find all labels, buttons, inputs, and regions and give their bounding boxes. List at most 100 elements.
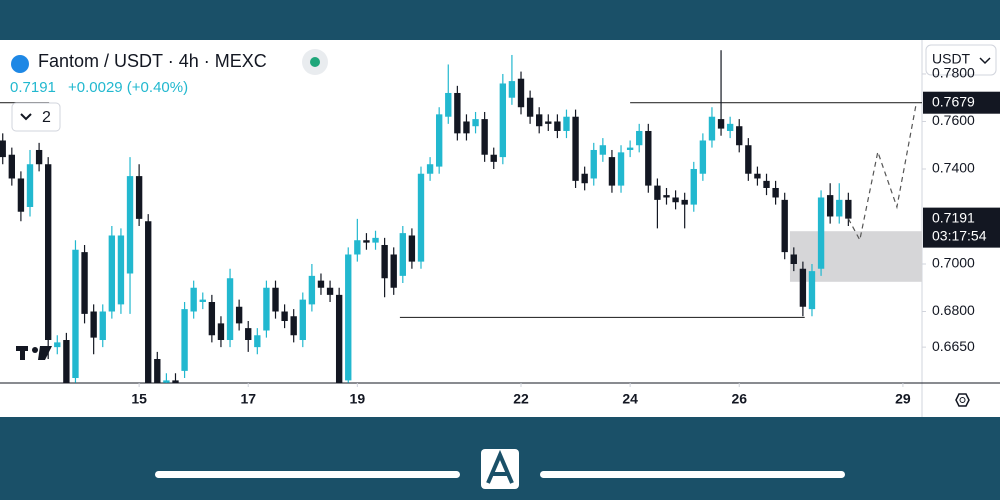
candle-body bbox=[399, 233, 406, 276]
candle-body bbox=[154, 359, 161, 383]
candle-body bbox=[190, 287, 197, 312]
candle-body bbox=[199, 299, 206, 303]
candle-body bbox=[0, 140, 6, 158]
candle-body bbox=[563, 116, 570, 131]
currency-select[interactable] bbox=[925, 44, 997, 76]
candle-body bbox=[317, 280, 325, 288]
candle-body bbox=[308, 275, 316, 305]
candle-body bbox=[390, 254, 397, 288]
candle-body bbox=[281, 311, 288, 322]
candle-body bbox=[208, 302, 216, 336]
candle-body bbox=[572, 116, 579, 181]
watermark bbox=[16, 346, 52, 360]
candle-body bbox=[263, 287, 270, 331]
candle-body bbox=[372, 237, 379, 243]
x-tick-label: 15 bbox=[131, 391, 147, 407]
candle-body bbox=[408, 235, 416, 262]
candle-body bbox=[845, 199, 852, 219]
candle-body bbox=[526, 97, 534, 117]
candle-body bbox=[417, 173, 425, 262]
candle-body bbox=[772, 187, 779, 198]
candle-body bbox=[54, 342, 61, 348]
countdown: 03:17:54 bbox=[932, 227, 987, 243]
y-tick-label: 0.7600 bbox=[932, 112, 975, 128]
candle-body bbox=[26, 164, 34, 207]
plot-area bbox=[0, 50, 922, 383]
y-tick-label: 0.6800 bbox=[932, 302, 975, 318]
candle-body bbox=[454, 92, 461, 134]
candle-body bbox=[235, 306, 243, 324]
candle-body bbox=[17, 178, 25, 212]
x-tick-label: 22 bbox=[513, 391, 529, 407]
candle-body bbox=[636, 130, 643, 146]
x-tick-label: 29 bbox=[895, 391, 911, 407]
price-label-text: 0.7679 bbox=[932, 93, 975, 109]
price-change: +0.0029 (+0.40%) bbox=[68, 79, 188, 96]
candle-body bbox=[808, 271, 816, 310]
x-tick-label: 19 bbox=[350, 391, 366, 407]
candle-body bbox=[590, 149, 597, 179]
candle-body bbox=[345, 254, 352, 381]
candle-body bbox=[817, 197, 825, 269]
price-label-text: 0.7191 bbox=[932, 209, 975, 225]
candle-body bbox=[608, 157, 616, 186]
candle-body bbox=[463, 121, 470, 134]
candle-body bbox=[645, 130, 652, 186]
candle-body bbox=[663, 195, 670, 198]
candle-body bbox=[726, 123, 734, 131]
candle-body bbox=[108, 235, 116, 312]
candle-body bbox=[117, 235, 125, 305]
symbol-icon bbox=[11, 55, 29, 73]
candle-body bbox=[554, 121, 561, 131]
logo-mark bbox=[486, 449, 514, 484]
candle-body bbox=[545, 121, 552, 124]
candle-body bbox=[126, 176, 134, 274]
candle-body bbox=[681, 199, 688, 205]
candle-body bbox=[626, 147, 634, 150]
price-label bbox=[923, 91, 1000, 114]
x-tick-label: 26 bbox=[731, 391, 747, 407]
candle-body bbox=[717, 119, 725, 129]
candle-body bbox=[745, 145, 752, 174]
candle-body bbox=[617, 152, 625, 186]
candle-body bbox=[35, 149, 43, 165]
candle-body bbox=[326, 287, 334, 295]
candle-body bbox=[72, 249, 79, 379]
candle-body bbox=[581, 173, 588, 184]
bar-left bbox=[155, 471, 460, 478]
symbol-title: Fantom / USDT · 4h · MEXC bbox=[38, 51, 267, 71]
projection bbox=[847, 104, 917, 242]
candle-body bbox=[736, 126, 743, 146]
candle-body bbox=[481, 119, 488, 155]
candle-body bbox=[163, 380, 170, 383]
y-tick-label: 0.7400 bbox=[932, 160, 975, 176]
candle-body bbox=[826, 195, 834, 217]
candle-body bbox=[226, 278, 234, 341]
bar-right bbox=[540, 471, 845, 478]
candle-body bbox=[690, 168, 697, 205]
candle-body bbox=[245, 328, 252, 341]
candle-body bbox=[99, 311, 106, 341]
candle-body bbox=[217, 323, 225, 341]
last-price: 0.7191 bbox=[10, 79, 56, 96]
x-tick-label: 24 bbox=[622, 391, 638, 407]
candle-body bbox=[672, 197, 679, 203]
candle-body bbox=[272, 287, 279, 312]
chevron bbox=[20, 113, 32, 121]
candle-body bbox=[254, 335, 261, 348]
candle-body bbox=[517, 78, 525, 108]
candle-body bbox=[781, 199, 788, 253]
candle-body bbox=[790, 254, 797, 264]
indicators-toggle[interactable] bbox=[11, 102, 61, 132]
candle-body bbox=[599, 145, 607, 155]
candle-body bbox=[290, 316, 297, 336]
market-status[interactable] bbox=[310, 57, 320, 67]
settings-button[interactable] bbox=[955, 393, 970, 407]
candle-body bbox=[799, 268, 807, 307]
candle-body bbox=[654, 185, 661, 200]
candle-body bbox=[699, 140, 707, 174]
candle-body bbox=[354, 240, 361, 255]
currency: USDT bbox=[932, 51, 971, 67]
